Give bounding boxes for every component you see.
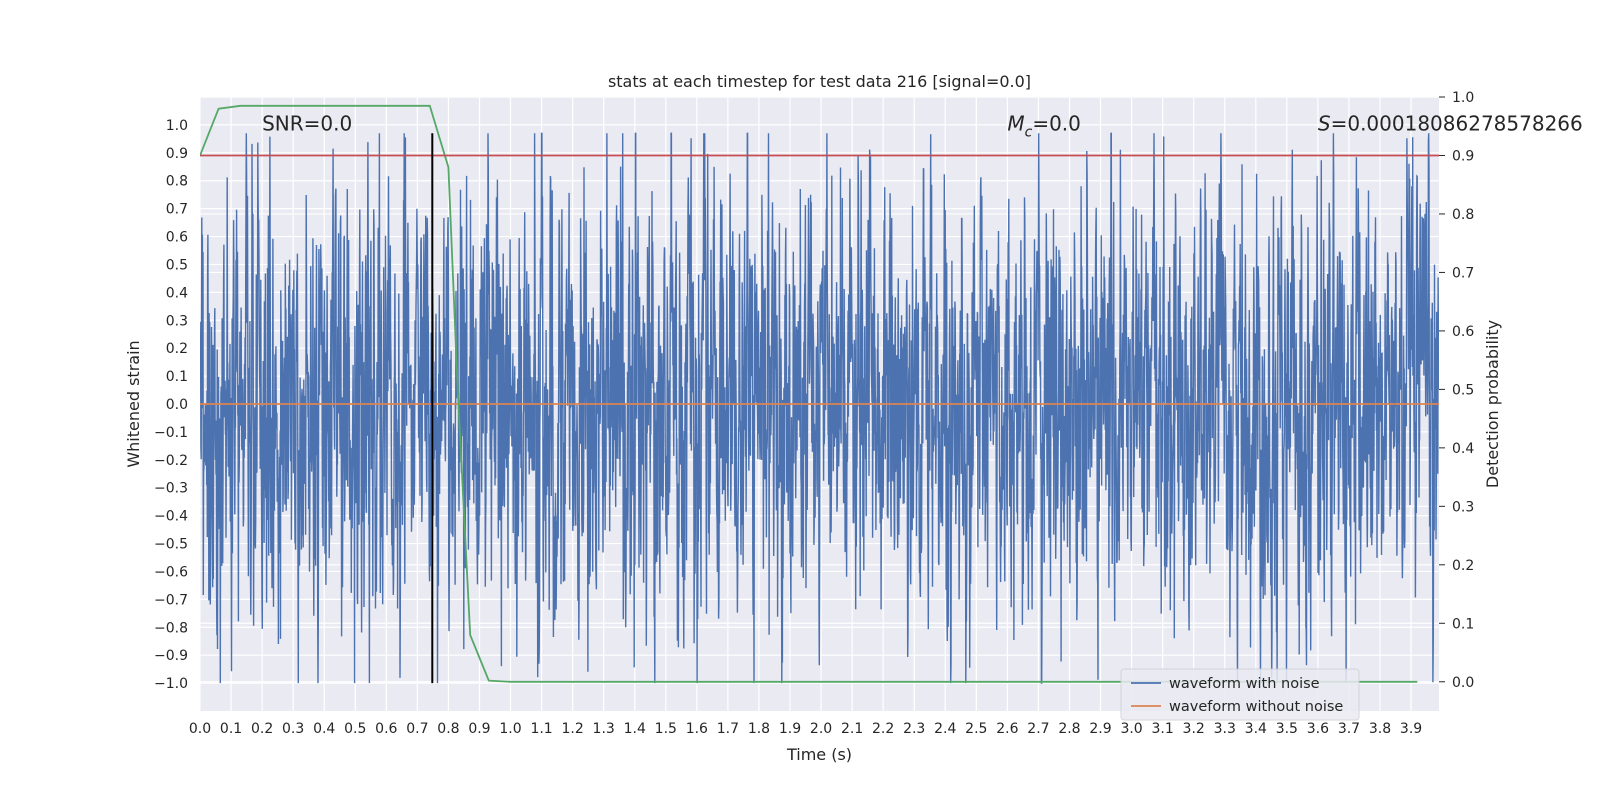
y2-tick-label: 0.4 (1452, 441, 1474, 457)
y-tick-label: −0.7 (154, 592, 188, 608)
x-tick-label: 3.3 (1214, 721, 1236, 737)
y-tick-label: 0.7 (166, 202, 188, 218)
y-axis-label: Whitened strain (124, 340, 143, 467)
y2-tick-label: 1.0 (1452, 90, 1474, 106)
y-tick-label: −0.2 (154, 453, 188, 469)
y2-tick-label: 0.0 (1452, 675, 1474, 691)
legend-label-clean: waveform without noise (1169, 699, 1343, 715)
x-tick-label: 1.1 (530, 721, 552, 737)
x-tick-label: 1.7 (717, 721, 739, 737)
x-tick-label: 2.4 (934, 721, 956, 737)
y2-tick-label: 0.1 (1452, 616, 1474, 632)
x-tick-label: 2.5 (965, 721, 987, 737)
y-tick-label: −0.5 (154, 537, 188, 553)
x-tick-label: 0.8 (437, 721, 459, 737)
x-tick-label: 1.0 (499, 721, 521, 737)
x-tick-label: 0.4 (313, 721, 335, 737)
x-tick-label: 0.0 (189, 721, 211, 737)
mc-value: =0.0 (1032, 111, 1081, 135)
legend-label-noise: waveform with noise (1169, 676, 1320, 692)
x-tick-label: 0.7 (406, 721, 428, 737)
s-symbol: S (1318, 111, 1331, 135)
snr-annotation: SNR=0.0 (262, 111, 352, 135)
y2-tick-label: 0.6 (1452, 324, 1474, 340)
y-tick-label: 0.5 (166, 257, 188, 273)
y2-tick-label: 0.2 (1452, 558, 1474, 574)
y-tick-label: 0.1 (166, 369, 188, 385)
series-detection-probability (200, 104, 1418, 683)
y-tick-label: −0.9 (154, 648, 188, 664)
x-tick-label: 0.6 (375, 721, 397, 737)
chart-title: stats at each timestep for test data 216… (608, 72, 1031, 91)
x-tick-label: 0.2 (251, 721, 273, 737)
series-waveform-with-noise (200, 132, 1439, 684)
y-tick-label: −0.4 (154, 509, 188, 525)
x-tick-label: 2.0 (810, 721, 832, 737)
mc-annotation: Mc=0.0 (1007, 111, 1081, 140)
x-tick-label: 1.4 (624, 721, 646, 737)
y2-tick-label: 0.9 (1452, 148, 1474, 164)
x-tick-label: 2.2 (872, 721, 894, 737)
s-value: =0.00018086278578266 (1331, 111, 1583, 135)
series-layer (200, 104, 1439, 684)
y-tick-label: 0.4 (166, 285, 188, 301)
legend-box (1120, 668, 1360, 721)
y-tick-label: 0.3 (166, 313, 188, 329)
y2-axis-label: Detection probability (1483, 320, 1502, 488)
x-tick-label: 3.2 (1183, 721, 1205, 737)
x-tick-label: 3.6 (1307, 721, 1329, 737)
y-tick-label: −0.8 (154, 620, 188, 636)
y-tick-label: −0.1 (154, 425, 188, 441)
x-tick-label: 0.3 (282, 721, 304, 737)
y2-tick-label: 0.8 (1452, 207, 1474, 223)
legend: waveform with noise waveform without noi… (1120, 668, 1360, 721)
x-tick-label: 1.3 (593, 721, 615, 737)
y-tick-label: 0.2 (166, 341, 188, 357)
x-tick-label: 1.6 (686, 721, 708, 737)
y-tick-label: −1.0 (154, 676, 188, 692)
y2-tick-label: 0.3 (1452, 499, 1474, 515)
y-axis-ticks: 1.0 0.9 0.8 0.7 0.6 0.5 0.4 0.3 0.2 0.1 0.0 −0.1 −0.… (154, 118, 188, 692)
mc-symbol: M (1007, 111, 1024, 135)
y-tick-label: 0.6 (166, 230, 188, 246)
x-tick-label: 0.5 (344, 721, 366, 737)
y2-tick-label: 0.5 (1452, 382, 1474, 398)
x-tick-label: 2.6 (996, 721, 1018, 737)
x-axis-ticks: 0.0 0.1 0.2 0.3 0.4 0.5 0.6 0.7 0.8 0.9 1.0 1.1 1.2 1… (189, 721, 1422, 737)
x-tick-label: 1.5 (655, 721, 677, 737)
x-tick-label: 3.4 (1245, 721, 1267, 737)
x-tick-label: 2.1 (841, 721, 863, 737)
x-tick-label: 3.8 (1369, 721, 1391, 737)
x-tick-label: 0.1 (220, 721, 242, 737)
y-tick-label: 0.8 (166, 174, 188, 190)
x-tick-label: 2.8 (1058, 721, 1080, 737)
x-tick-label: 1.8 (748, 721, 770, 737)
x-tick-label: 1.9 (779, 721, 801, 737)
y-tick-label: 1.0 (166, 118, 188, 134)
x-tick-label: 2.3 (903, 721, 925, 737)
y-tick-label: 0.0 (166, 397, 188, 413)
x-tick-label: 3.7 (1338, 721, 1360, 737)
y-tick-label: 0.9 (166, 146, 188, 162)
x-tick-label: 3.9 (1400, 721, 1422, 737)
x-tick-label: 3.0 (1120, 721, 1142, 737)
x-tick-label: 1.2 (561, 721, 583, 737)
x-tick-label: 3.1 (1151, 721, 1173, 737)
y-tick-label: −0.3 (154, 481, 188, 497)
x-tick-label: 2.7 (1027, 721, 1049, 737)
s-annotation: S=0.00018086278578266 (1318, 111, 1583, 135)
x-tick-label: 0.9 (468, 721, 490, 737)
y2-tick-label: 0.7 (1452, 265, 1474, 281)
y-tick-label: −0.6 (154, 564, 188, 580)
mc-subscript: c (1025, 124, 1033, 140)
x-tick-label: 2.9 (1089, 721, 1111, 737)
y2-axis-ticks: 1.0 0.9 0.8 0.7 0.6 0.5 0.4 0.3 0.2 0.1 0.0 (1439, 90, 1474, 691)
x-axis-label: Time (s) (786, 745, 852, 764)
x-tick-label: 3.5 (1276, 721, 1298, 737)
